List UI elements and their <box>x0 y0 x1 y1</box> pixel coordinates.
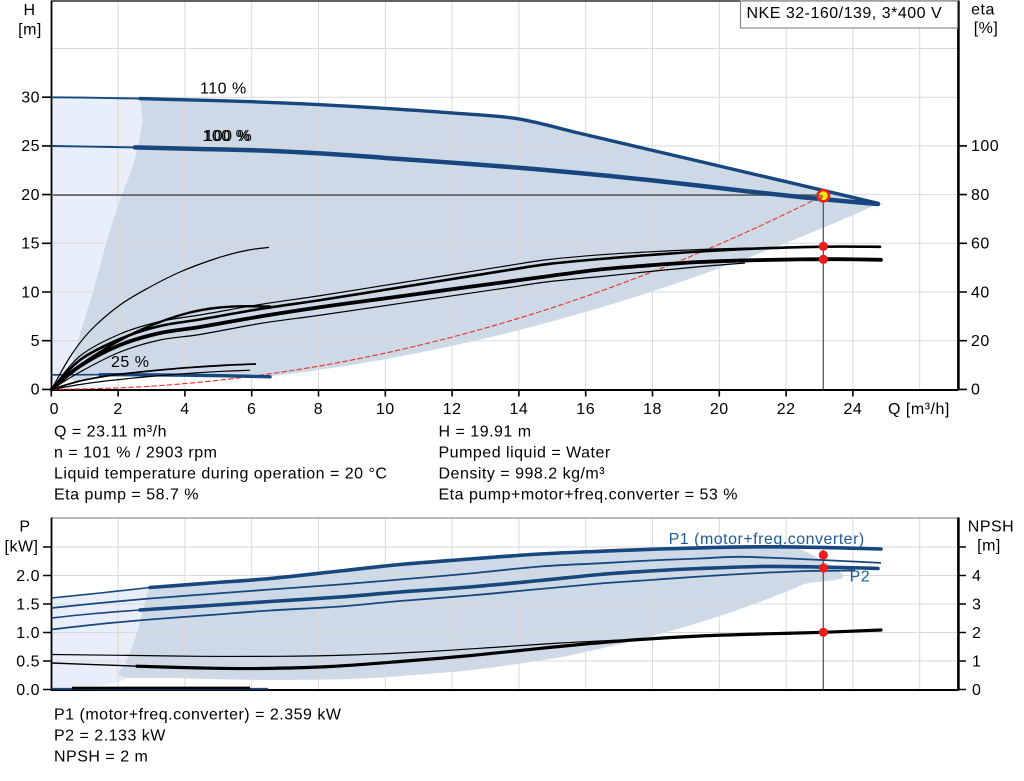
svg-text:2: 2 <box>113 401 122 418</box>
svg-text:10: 10 <box>376 401 395 418</box>
svg-text:H: H <box>23 2 35 19</box>
svg-text:Eta pump+motor+freq.converter: Eta pump+motor+freq.converter = 53 % <box>439 487 738 504</box>
svg-text:[kW]: [kW] <box>5 539 39 556</box>
svg-text:100 %: 100 % <box>203 128 251 145</box>
svg-text:22: 22 <box>777 401 796 418</box>
svg-text:2.0: 2.0 <box>16 568 40 585</box>
svg-text:NKE 32-160/139, 3*400 V: NKE 32-160/139, 3*400 V <box>747 5 943 22</box>
svg-text:4: 4 <box>972 568 981 585</box>
svg-text:1: 1 <box>972 653 981 670</box>
svg-text:0: 0 <box>50 401 59 418</box>
svg-text:Density = 998.2 kg/m³: Density = 998.2 kg/m³ <box>439 466 606 483</box>
svg-text:60: 60 <box>971 236 990 253</box>
svg-text:12: 12 <box>443 401 462 418</box>
svg-text:n = 101 % / 2903 rpm: n = 101 % / 2903 rpm <box>54 445 217 462</box>
svg-text:25 %: 25 % <box>111 354 149 371</box>
svg-text:3: 3 <box>972 596 981 613</box>
svg-text:P2: P2 <box>850 569 871 586</box>
svg-text:0.5: 0.5 <box>16 653 40 670</box>
svg-text:P1 (motor+freq.converter) = 2.: P1 (motor+freq.converter) = 2.359 kW <box>54 707 342 724</box>
svg-text:NPSH: NPSH <box>968 519 1014 536</box>
svg-text:30: 30 <box>21 90 40 107</box>
svg-text:20: 20 <box>971 333 990 350</box>
svg-text:[%]: [%] <box>974 20 999 37</box>
svg-text:1.5: 1.5 <box>16 596 40 613</box>
svg-text:[m]: [m] <box>977 538 1001 555</box>
svg-text:NPSH = 2 m: NPSH = 2 m <box>54 749 148 766</box>
svg-text:6: 6 <box>247 401 256 418</box>
svg-text:15: 15 <box>21 236 40 253</box>
svg-text:0.0: 0.0 <box>16 682 40 699</box>
svg-text:18: 18 <box>643 401 662 418</box>
svg-text:8: 8 <box>314 401 323 418</box>
svg-text:2: 2 <box>972 625 981 642</box>
svg-text:20: 20 <box>21 187 40 204</box>
svg-text:80: 80 <box>971 187 990 204</box>
svg-text:Q = 23.11 m³/h: Q = 23.11 m³/h <box>54 424 167 441</box>
svg-text:14: 14 <box>510 401 529 418</box>
svg-text:40: 40 <box>971 284 990 301</box>
svg-text:[m]: [m] <box>18 21 42 38</box>
svg-text:Eta pump = 58.7 %: Eta pump = 58.7 % <box>54 487 199 504</box>
svg-text:4: 4 <box>180 401 189 418</box>
svg-text:P2 = 2.133 kW: P2 = 2.133 kW <box>54 728 166 745</box>
svg-text:1.0: 1.0 <box>16 625 40 642</box>
svg-text:16: 16 <box>576 401 595 418</box>
svg-text:P: P <box>19 519 30 536</box>
svg-text:Q [m³/h]: Q [m³/h] <box>888 401 950 418</box>
svg-text:20: 20 <box>710 401 729 418</box>
svg-text:110 %: 110 % <box>200 81 247 98</box>
svg-text:Liquid temperature during oper: Liquid temperature during operation = 20… <box>54 466 387 483</box>
svg-text:H = 19.91 m: H = 19.91 m <box>439 424 532 441</box>
svg-text:100 %: 100 % <box>204 128 252 145</box>
svg-text:0: 0 <box>972 682 981 699</box>
svg-text:0: 0 <box>971 382 980 399</box>
svg-text:P1 (motor+freq.converter): P1 (motor+freq.converter) <box>669 531 865 548</box>
svg-text:10: 10 <box>21 284 40 301</box>
svg-text:24: 24 <box>844 401 863 418</box>
svg-text:0: 0 <box>31 382 40 399</box>
svg-text:25: 25 <box>21 138 40 155</box>
svg-text:eta: eta <box>971 2 995 19</box>
svg-text:100: 100 <box>971 138 999 155</box>
svg-text:5: 5 <box>31 333 40 350</box>
svg-text:Pumped liquid = Water: Pumped liquid = Water <box>439 445 611 462</box>
